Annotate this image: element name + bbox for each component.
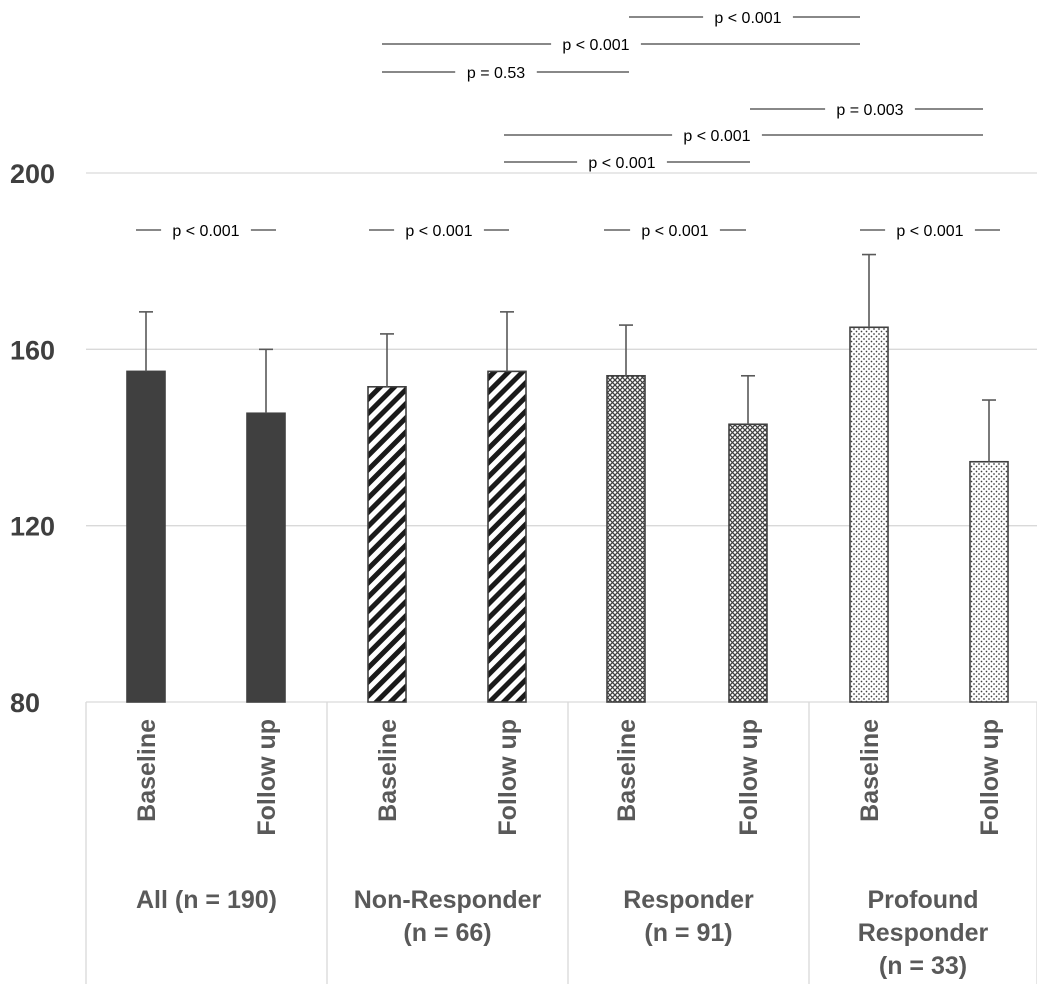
significance-bracket: p < 0.001 — [860, 223, 1000, 240]
bars — [126, 253, 1009, 703]
significance-bracket: p = 0.003 — [750, 102, 983, 119]
significance-annotations: p < 0.001 p < 0.001 p < 0.001 p < 0.001 p = … — [136, 10, 1000, 240]
group-label: Responder (n = 91) — [623, 886, 754, 947]
p-value-label: p < 0.001 — [641, 223, 708, 240]
p-value-label: p < 0.001 — [172, 223, 239, 240]
x-category-label: Follow up — [976, 719, 1004, 836]
bar — [606, 374, 646, 703]
gridlines — [86, 172, 1037, 703]
significance-bracket: p < 0.001 — [629, 10, 860, 27]
p-value-label: p < 0.001 — [405, 223, 472, 240]
group-label: Profound Responder (n = 33) — [858, 886, 989, 980]
significance-bracket: p < 0.001 — [136, 223, 276, 240]
bar — [367, 386, 407, 703]
bar — [728, 423, 768, 703]
y-tick-label: 120 — [10, 512, 55, 542]
p-value-label: p < 0.001 — [683, 128, 750, 145]
bar — [849, 326, 889, 703]
x-category-label: Baseline — [133, 719, 161, 822]
y-tick-label: 80 — [10, 688, 40, 718]
x-category-label: Follow up — [735, 719, 763, 836]
significance-bracket: p < 0.001 — [382, 37, 860, 54]
x-category-label: Follow up — [253, 719, 281, 836]
p-value-label: p < 0.001 — [714, 10, 781, 27]
significance-bracket: p = 0.53 — [382, 65, 629, 82]
group-label: Non-Responder (n = 66) — [354, 886, 542, 947]
x-category-label: Baseline — [613, 719, 641, 822]
p-value-label: p < 0.001 — [896, 223, 963, 240]
bar — [969, 460, 1009, 703]
x-category-label: Baseline — [856, 719, 884, 822]
bar — [487, 370, 527, 703]
significance-bracket: p < 0.001 — [504, 128, 983, 145]
significance-bracket: p < 0.001 — [504, 155, 750, 172]
significance-bracket: p < 0.001 — [604, 223, 746, 240]
group-label: All (n = 190) — [136, 886, 277, 914]
y-tick-label: 200 — [10, 159, 55, 189]
p-value-label: p < 0.001 — [562, 37, 629, 54]
x-category-label: Follow up — [494, 719, 522, 836]
y-tick-label: 160 — [10, 335, 55, 365]
bar — [126, 370, 166, 703]
p-value-label: p < 0.001 — [588, 155, 655, 172]
p-value-label: p = 0.003 — [836, 102, 903, 119]
axis-labels: 80 120 160 200 Baseline Follow up Baseline Foll… — [10, 159, 1004, 980]
p-value-label: p = 0.53 — [467, 65, 525, 82]
axes — [85, 702, 1037, 984]
bar — [246, 412, 286, 703]
significance-bracket: p < 0.001 — [369, 223, 509, 240]
x-category-label: Baseline — [374, 719, 402, 822]
